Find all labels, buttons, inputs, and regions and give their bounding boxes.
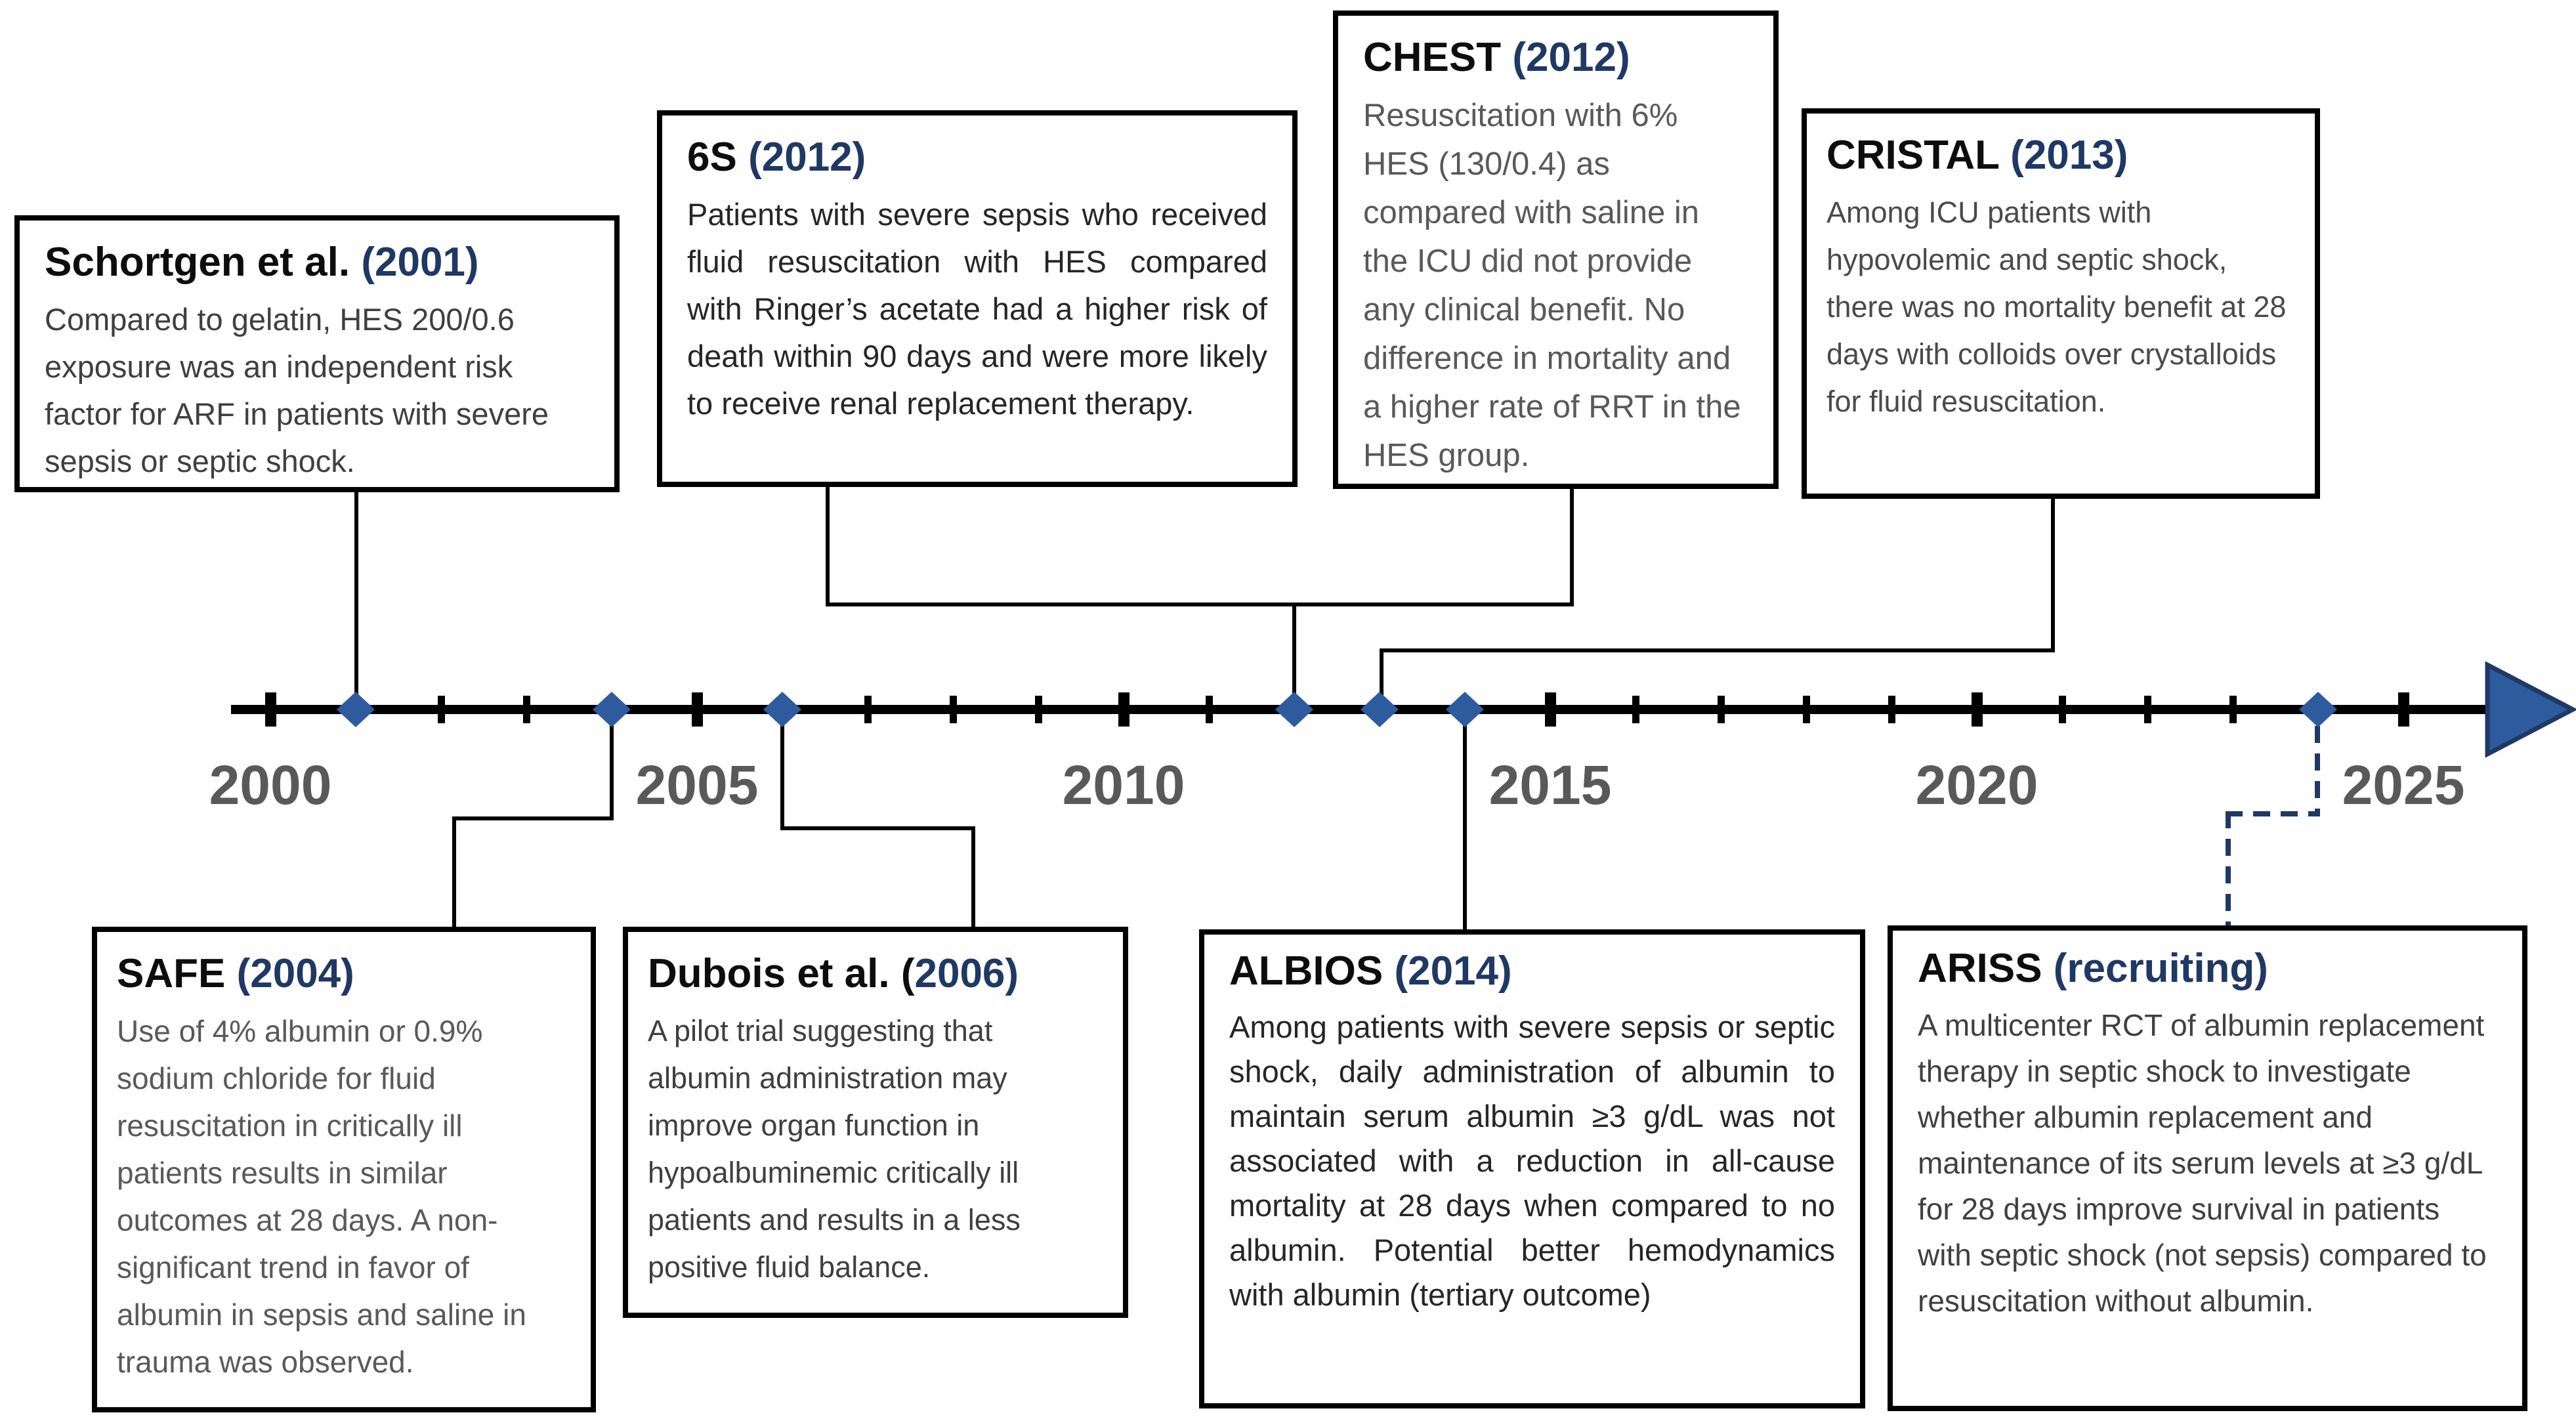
event-name: SAFE	[117, 951, 226, 996]
event-marker-2014	[1446, 692, 1484, 727]
year-label-2025: 2025	[2342, 754, 2465, 816]
axis-tick-2023	[2229, 696, 2237, 723]
event-box-ariss: ARISS (recruiting) A multicenter RCT of …	[1888, 925, 2527, 1411]
event-title: 6S (2012)	[687, 131, 1267, 184]
connector-safe-h	[452, 816, 614, 820]
event-name: 6S	[687, 135, 737, 180]
axis-tick-2009	[1034, 696, 1042, 723]
axis-tick-2017	[1717, 696, 1725, 723]
event-box-6s: 6S (2012) Patients with severe sepsis wh…	[657, 110, 1298, 487]
axis-tick-2011	[1205, 696, 1213, 723]
event-title: ARISS (recruiting)	[1918, 942, 2497, 996]
event-title: Dubois et al. (2006)	[648, 948, 1103, 1001]
connector-safe-v2	[452, 816, 456, 929]
event-year: (2014)	[1394, 948, 1512, 994]
event-summary: A multicenter RCT of albumin replacement…	[1918, 1007, 2487, 1318]
event-box-chest: CHEST (2012) Resuscitation with 6% HES (…	[1333, 11, 1779, 489]
event-summary: Patients with severe sepsis who received…	[687, 196, 1267, 421]
year-label-2005: 2005	[635, 754, 759, 816]
year-label-2000: 2000	[209, 754, 332, 816]
year-label-2020: 2020	[1915, 754, 2038, 816]
connector-safe-v1	[610, 725, 614, 820]
event-year: (2012)	[748, 135, 866, 180]
event-year: (2013)	[2010, 133, 2128, 178]
event-title: CHEST (2012)	[1363, 32, 1748, 85]
event-title: Schortgen et al. (2001)	[45, 236, 589, 289]
axis-tick-2010	[1118, 692, 1130, 727]
event-summary: Use of 4% albumin or 0.9% sodium chlorid…	[117, 1013, 526, 1379]
connector-6s-vertical	[826, 487, 830, 606]
axis-tick-2005	[691, 692, 703, 727]
event-name: CRISTAL	[1826, 133, 1999, 178]
connector-ariss-dashed-h	[2226, 811, 2320, 816]
event-summary: A pilot trial suggesting that albumin ad…	[648, 1013, 1021, 1284]
event-marker-2001	[337, 692, 375, 727]
event-summary: Resuscitation with 6% HES (130/0.4) as c…	[1363, 97, 1741, 473]
connector-2012-drop	[1292, 603, 1296, 702]
connector-dubois-h	[780, 826, 975, 830]
axis-tick-2019	[1888, 696, 1895, 723]
event-marker-2024	[2299, 692, 2337, 727]
event-marker-2006	[763, 692, 801, 727]
event-box-schortgen: Schortgen et al. (2001) Compared to gela…	[14, 215, 620, 492]
event-year: (2012)	[1512, 35, 1630, 80]
connector-cristal-vertical	[2051, 499, 2055, 652]
event-year: (2001)	[361, 240, 479, 285]
event-year: (recruiting)	[2053, 946, 2268, 991]
event-title: CRISTAL (2013)	[1826, 129, 2295, 182]
connector-dubois-v2	[971, 826, 975, 929]
axis-tick-2008	[949, 696, 957, 723]
event-title: SAFE (2004)	[117, 948, 571, 1001]
axis-tick-2021	[2058, 696, 2066, 723]
year-label-2010: 2010	[1062, 754, 1185, 816]
connector-2013-drop	[1380, 648, 1383, 702]
event-marker-2012	[1275, 692, 1313, 727]
timeline-arrow-icon	[2485, 662, 2576, 757]
event-summary: Compared to gelatin, HES 200/0.6 exposur…	[45, 301, 549, 478]
connector-chest-vertical	[1570, 489, 1574, 606]
connector-ariss-dashed-v1	[2315, 726, 2320, 816]
axis-tick-2000	[264, 692, 276, 727]
axis-tick-2002	[437, 696, 445, 723]
event-box-albios: ALBIOS (2014) Among patients with severe…	[1199, 929, 1865, 1408]
event-year: 2006)	[914, 951, 1019, 996]
event-box-dubois: Dubois et al. (2006) A pilot trial sugge…	[623, 927, 1128, 1318]
event-title: ALBIOS (2014)	[1229, 945, 1835, 998]
axis-tick-2020	[1971, 692, 1983, 727]
event-summary: Among ICU patients with hypovolemic and …	[1826, 195, 2287, 418]
event-name: Dubois et al. (	[648, 951, 915, 996]
event-box-safe: SAFE (2004) Use of 4% albumin or 0.9% so…	[92, 927, 596, 1412]
event-name: ALBIOS	[1229, 948, 1383, 994]
connector-cristal-horizontal	[1380, 648, 2055, 652]
year-label-2015: 2015	[1489, 754, 1612, 816]
event-name: Schortgen et al.	[45, 240, 350, 285]
connector-schortgen	[354, 492, 358, 697]
connector-ariss-dashed-v2	[2226, 811, 2231, 928]
connector-albios	[1463, 725, 1467, 932]
connector-dubois-v1	[780, 725, 784, 830]
axis-tick-2015	[1544, 692, 1556, 727]
event-name: CHEST	[1363, 35, 1502, 80]
event-box-cristal: CRISTAL (2013) Among ICU patients with h…	[1802, 108, 2320, 499]
axis-tick-2016	[1632, 696, 1639, 723]
axis-tick-2007	[864, 696, 872, 723]
axis-tick-2003	[522, 696, 530, 723]
event-year: (2004)	[236, 951, 354, 996]
event-marker-2004	[593, 692, 631, 727]
axis-tick-2025	[2397, 692, 2409, 727]
axis-tick-2018	[1802, 696, 1810, 723]
connector-6s-chest-horizontal	[826, 603, 1574, 606]
event-summary: Among patients with severe sepsis or sep…	[1229, 1009, 1835, 1312]
event-name: ARISS	[1918, 946, 2042, 991]
axis-tick-2022	[2143, 696, 2151, 723]
event-marker-2013	[1361, 692, 1399, 727]
